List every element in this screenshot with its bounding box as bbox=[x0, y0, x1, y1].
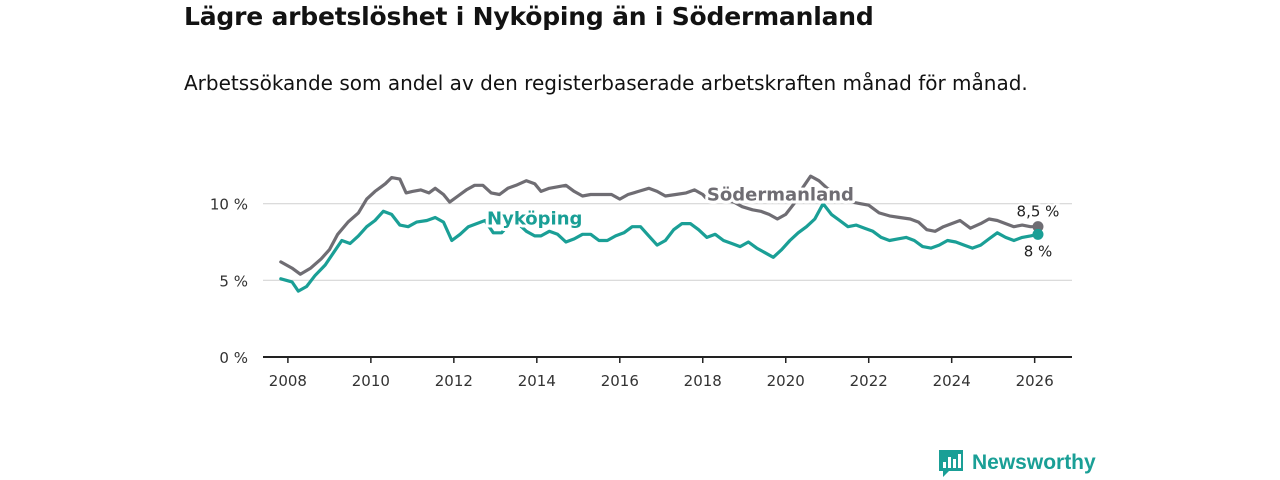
x-tick-label: 2016 bbox=[601, 372, 639, 390]
x-tick-label: 2026 bbox=[1016, 372, 1054, 390]
x-tick-label: 2020 bbox=[767, 372, 805, 390]
bar-chart-speech-bubble-icon bbox=[939, 450, 963, 477]
x-tick-label: 2022 bbox=[850, 372, 888, 390]
chart-title: Lägre arbetslöshet i Nyköping än i Söder… bbox=[184, 2, 874, 31]
y-tick-label: 0 % bbox=[219, 349, 248, 367]
chart-subtitle: Arbetssökande som andel av den registerb… bbox=[184, 71, 1028, 95]
series-endpoint-sodermanland bbox=[1032, 221, 1044, 233]
y-tick-label: 10 % bbox=[210, 196, 248, 214]
brand-name: Newsworthy bbox=[972, 451, 1096, 474]
x-axis: 2008 2010 2012 2014 2016 2018 2020 2022 2024 2026 bbox=[263, 356, 1072, 390]
series-label-sodermanland: Södermanland bbox=[707, 185, 854, 206]
end-value-label-sodermanland: 8,5 % bbox=[1017, 203, 1060, 221]
series-line-sodermanland bbox=[279, 174, 1040, 276]
end-value-label-nykoping: 8 % bbox=[1024, 242, 1053, 260]
gridlines bbox=[263, 203, 1072, 281]
x-tick-label: 2012 bbox=[435, 372, 473, 390]
x-tick-label: 2014 bbox=[518, 372, 556, 390]
x-tick-label: 2018 bbox=[684, 372, 722, 390]
y-tick-label: 5 % bbox=[219, 272, 248, 290]
series-lines bbox=[279, 174, 1044, 293]
series-label-nykoping: Nyköping bbox=[487, 208, 582, 229]
brand-logo: Newsworthy bbox=[937, 448, 1096, 480]
line-chart: 2008 2010 2012 2014 2016 2018 2020 2022 2024 2026… bbox=[210, 174, 1072, 390]
x-tick-label: 2010 bbox=[352, 372, 390, 390]
series-endpoint-nykoping bbox=[1032, 228, 1044, 240]
y-axis-labels: 0 % 5 % 10 % bbox=[210, 196, 248, 367]
x-tick-label: 2024 bbox=[933, 372, 971, 390]
x-tick-label: 2008 bbox=[269, 372, 307, 390]
series-labels: Södermanland 8,5 % Nyköping 8 % bbox=[484, 182, 1061, 263]
series-line-nykoping bbox=[279, 202, 1040, 293]
